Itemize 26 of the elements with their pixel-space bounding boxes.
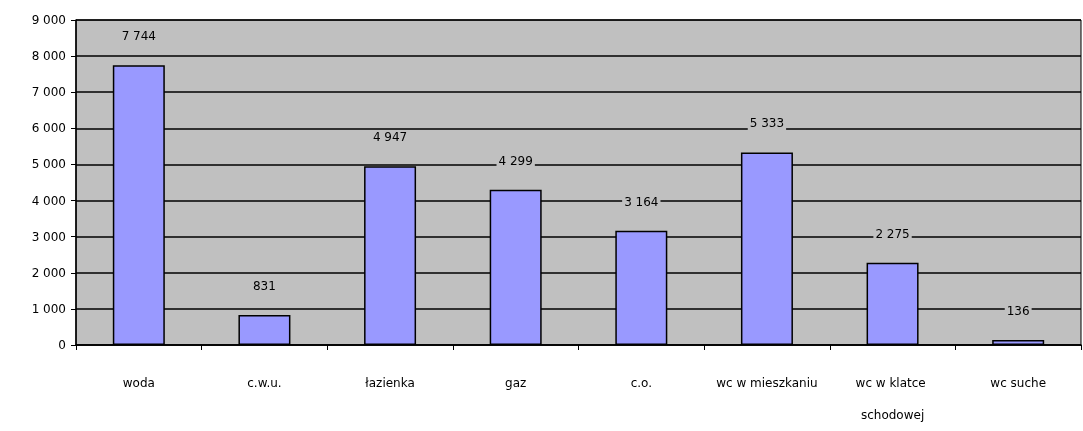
x-tick-label: woda bbox=[122, 376, 155, 390]
y-tick-label: 9 000 bbox=[31, 13, 66, 27]
x-tick-label: c.w.u. bbox=[247, 376, 282, 390]
y-tick-label: 0 bbox=[58, 338, 66, 352]
y-tick-label: 2 000 bbox=[31, 265, 66, 280]
y-tick-label: 5 000 bbox=[31, 157, 66, 172]
data-label: 7 744 bbox=[121, 29, 156, 44]
y-tick-label: 6 000 bbox=[31, 121, 66, 136]
data-label: 4 947 bbox=[372, 130, 408, 145]
data-label: 831 bbox=[252, 278, 276, 293]
data-label: 4 299 bbox=[498, 153, 533, 168]
data-label: 5 333 bbox=[749, 116, 785, 131]
x-tick-label: wc w mieszkaniu bbox=[716, 376, 818, 390]
x-tick-label: wc suche bbox=[990, 376, 1047, 390]
y-tick-label: 4 000 bbox=[31, 193, 66, 208]
x-tick-label: gaz bbox=[505, 376, 527, 390]
y-tick-label: 8 000 bbox=[31, 49, 66, 64]
data-label: 136 bbox=[1006, 304, 1030, 319]
category-label: wc w klatce schodowej bbox=[855, 376, 926, 422]
data-label: 3 164 bbox=[624, 194, 659, 209]
y-tick-label: 3 000 bbox=[31, 229, 66, 244]
y-tick-label: 7 000 bbox=[31, 85, 66, 100]
x-tick-label: łazienka bbox=[365, 376, 415, 390]
data-label: 2 275 bbox=[875, 226, 910, 241]
x-tick-label: c.o. bbox=[630, 376, 652, 390]
y-tick-label: 1 000 bbox=[31, 301, 66, 316]
